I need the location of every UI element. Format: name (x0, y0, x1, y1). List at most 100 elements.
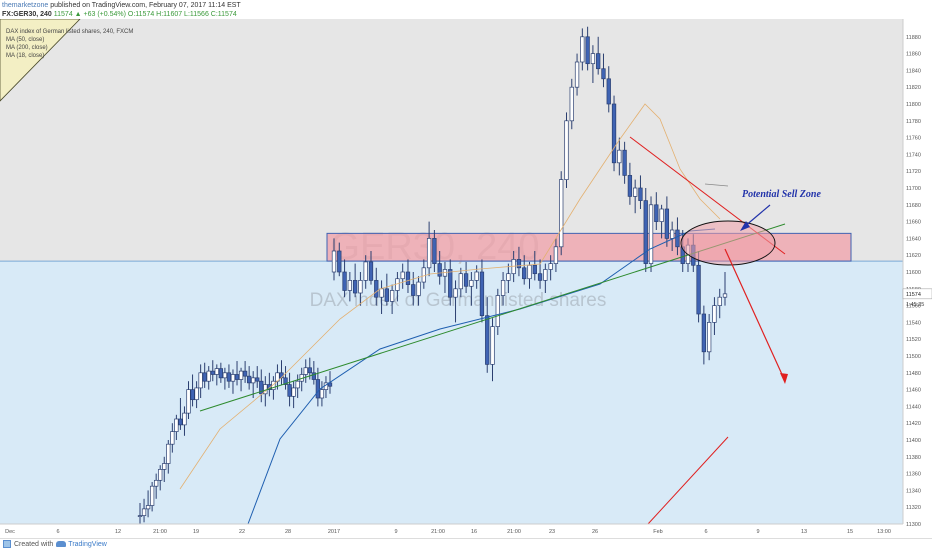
ohlc-readout: 11574 ▲ +63 (+0.54%) O:11574 H:11607 L:1… (53, 11, 237, 18)
candle (331, 250, 337, 273)
candle (311, 372, 316, 380)
price-tick-label: 11660 (906, 220, 921, 226)
candle (158, 469, 163, 481)
candle (453, 288, 458, 298)
price-tick-label: 11300 (906, 522, 921, 528)
price-tick-label: 11540 (906, 320, 921, 326)
candle (648, 204, 654, 264)
candle (303, 367, 308, 375)
candle (395, 278, 400, 291)
candle (500, 280, 506, 296)
time-axis-bg (0, 524, 903, 538)
candle (374, 280, 379, 298)
candle (190, 389, 195, 401)
symbol-label: FX:GER30, 240 (2, 11, 52, 18)
candle (611, 103, 617, 164)
candle (585, 36, 590, 65)
countdown-label: 1:45:25 (906, 302, 924, 308)
created-with-label: Created with (14, 541, 54, 548)
brand-link[interactable]: TradingView (68, 541, 107, 548)
price-tick-label: 11760 (906, 136, 921, 142)
time-tick-label: 2017 (328, 529, 340, 535)
candle (606, 78, 611, 105)
candle (622, 149, 627, 176)
candle (706, 322, 712, 353)
price-tick-label: 11860 (906, 52, 921, 58)
candle (543, 269, 548, 281)
candle (495, 295, 500, 327)
price-tick-label: 11460 (906, 388, 921, 394)
candle (559, 179, 564, 248)
candle (432, 238, 437, 264)
candle (238, 370, 244, 380)
time-tick-label: 13:00 (877, 529, 891, 535)
legend-ma18: MA (18, close) (6, 53, 45, 59)
candle (194, 387, 199, 401)
candle (162, 463, 167, 470)
projection-arrow-line (724, 248, 786, 382)
price-tick-label: 11780 (906, 119, 921, 125)
candle (469, 280, 474, 287)
price-tick-label: 11820 (906, 85, 921, 91)
candle (363, 261, 368, 281)
ma50-line (247, 228, 716, 525)
price-tick-label: 11740 (906, 152, 921, 158)
price-tick-label: 11520 (906, 337, 921, 343)
candle (701, 313, 707, 353)
price-chart[interactable]: GER30, 240DAX index of German listed sha… (0, 19, 932, 538)
price-tick-label: 11880 (906, 35, 921, 41)
candle (601, 68, 606, 80)
footer-bar: Created with TradingView (0, 538, 932, 551)
candle (463, 273, 469, 287)
time-tick-label: 13 (801, 529, 807, 535)
candle (400, 271, 405, 280)
candle (574, 61, 580, 88)
candle (174, 418, 179, 432)
time-tick-label: 28 (285, 529, 291, 535)
candle (458, 273, 463, 290)
candle (580, 36, 585, 63)
candle (448, 269, 453, 298)
lower-red-line (647, 436, 729, 525)
time-tick-label: 22 (239, 529, 245, 535)
candle (421, 267, 426, 283)
ma18-line (179, 103, 721, 490)
candle (352, 280, 358, 294)
price-tick-label: 11680 (906, 203, 921, 209)
candle (548, 263, 553, 270)
price-tick-label: 11720 (906, 169, 921, 175)
candle (712, 305, 717, 323)
candle (218, 368, 224, 379)
candle (234, 374, 240, 380)
candle (319, 389, 325, 399)
candle (532, 264, 537, 275)
time-tick-label: 21:00 (153, 529, 167, 535)
time-tick-label: 9 (756, 529, 759, 535)
price-tick-label: 11380 (906, 455, 921, 461)
lower-background (0, 261, 903, 524)
author-name[interactable]: themarketzone (2, 2, 49, 9)
candle (202, 372, 207, 382)
candle (358, 280, 363, 294)
price-tick-label: 11500 (906, 354, 921, 360)
price-tick-label: 11360 (906, 472, 921, 478)
candle (259, 380, 264, 395)
time-tick-label: 16 (471, 529, 477, 535)
candle (569, 86, 574, 122)
candle (379, 288, 384, 298)
candle (251, 377, 256, 384)
candle (283, 377, 288, 385)
time-tick-label: 21:00 (507, 529, 521, 535)
legend-series-main: DAX index of German listed shares, 240, … (6, 29, 134, 35)
watermark-description: DAX index of German listed shares (310, 290, 607, 311)
candle (506, 273, 511, 281)
price-tick-label: 11700 (906, 186, 921, 192)
candle (186, 389, 191, 414)
tradingview-logo-icon (56, 541, 67, 548)
sell-zone-ellipse (680, 220, 776, 266)
candle (170, 431, 175, 445)
candle (307, 367, 312, 374)
candle (627, 175, 633, 197)
candle (315, 379, 321, 399)
time-tick-label: 15 (847, 529, 853, 535)
